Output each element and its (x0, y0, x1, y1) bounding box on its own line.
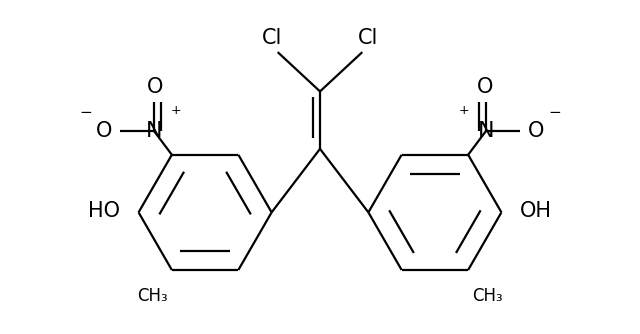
Text: Cl: Cl (358, 28, 379, 48)
Text: O: O (477, 77, 493, 97)
Text: N: N (478, 121, 495, 141)
Text: O: O (95, 121, 112, 141)
Text: CH₃: CH₃ (137, 287, 168, 305)
Text: O: O (528, 121, 545, 141)
Text: +: + (171, 105, 182, 118)
Text: O: O (147, 77, 163, 97)
Text: HO: HO (88, 201, 120, 221)
Text: +: + (458, 105, 469, 118)
Text: CH₃: CH₃ (472, 287, 503, 305)
Text: OH: OH (520, 201, 552, 221)
Text: Cl: Cl (261, 28, 282, 48)
Text: −: − (548, 105, 561, 120)
Text: N: N (145, 121, 162, 141)
Text: −: − (79, 105, 92, 120)
